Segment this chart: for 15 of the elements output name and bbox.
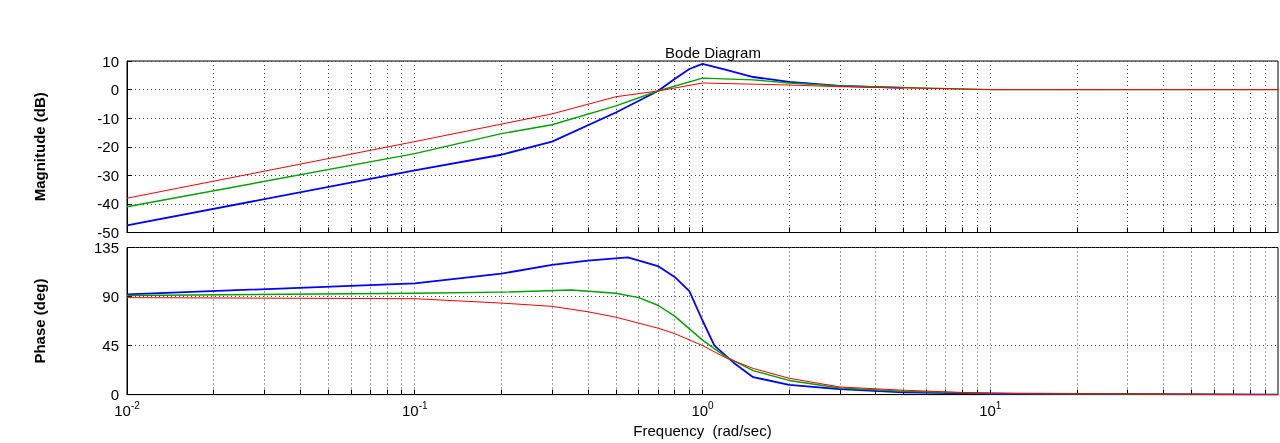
y-tick-label: 0: [110, 386, 119, 404]
chart-title: Bode Diagram: [665, 44, 761, 61]
y-tick-label: -30: [97, 166, 119, 184]
y-tick-label: 45: [102, 337, 119, 355]
y-tick-label: -20: [97, 138, 119, 156]
x-axis-title: Frequency (rad/sec): [633, 422, 772, 439]
y-tick-label: 10: [102, 52, 119, 70]
y-tick-label: -10: [97, 109, 119, 127]
y-tick-label: 90: [102, 288, 119, 306]
y-axis-title: Phase (deg): [31, 278, 48, 364]
y-tick-label: 0: [110, 81, 119, 99]
y-axis-title: Magnitude (dB): [31, 92, 48, 202]
y-tick-label: 135: [93, 239, 119, 256]
y-tick-label: -40: [97, 195, 119, 213]
y-tick-label: -50: [97, 224, 119, 241]
